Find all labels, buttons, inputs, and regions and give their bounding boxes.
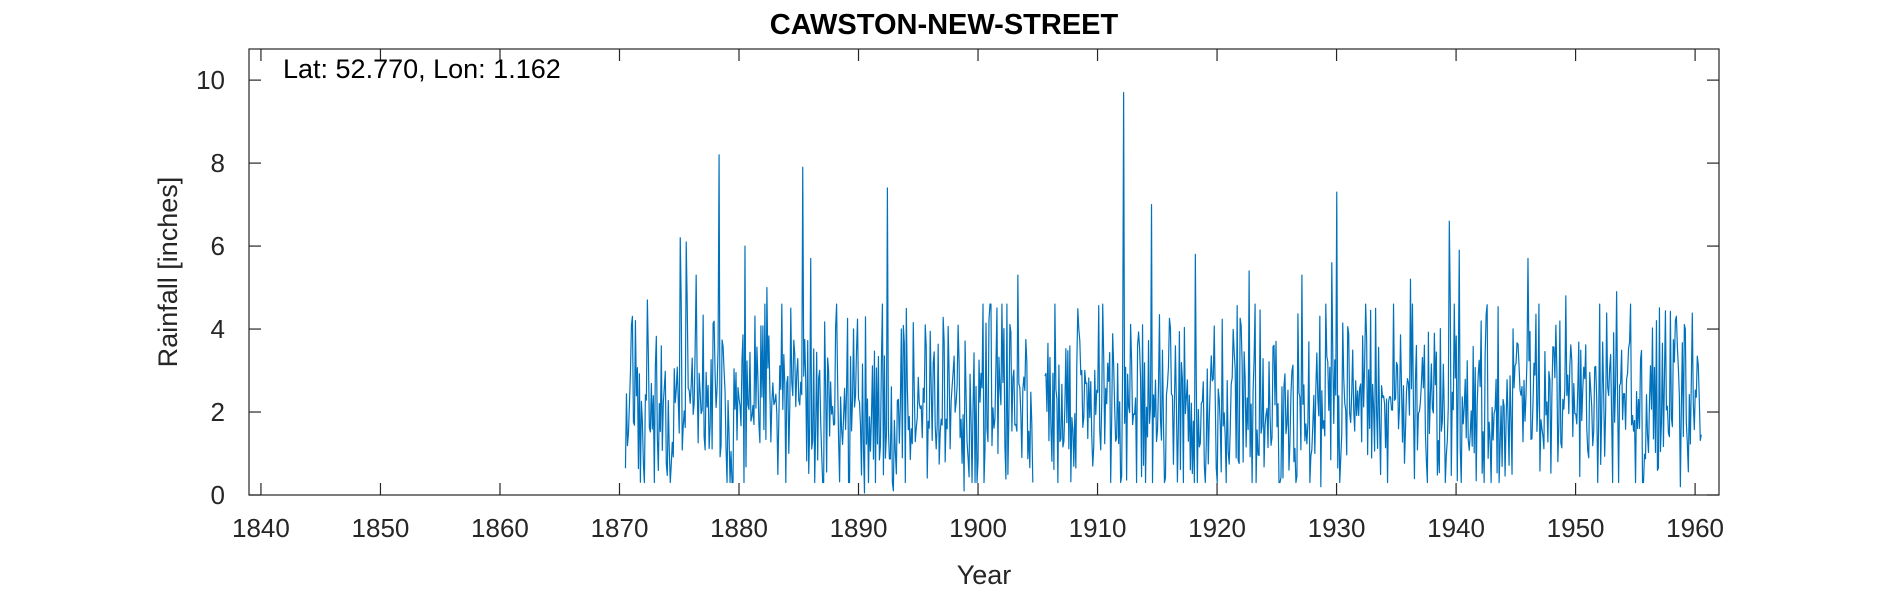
x-tick-label: 1920: [1188, 513, 1246, 543]
rainfall-series-line-2: [1044, 91, 1702, 488]
y-tick-label: 2: [211, 397, 225, 427]
x-tick-label: 1850: [352, 513, 410, 543]
x-tick-label: 1960: [1666, 513, 1724, 543]
axis-ticks: 1840 1850 1860 1870 1880 1890 1900 1910 1920 1930…: [196, 49, 1724, 543]
y-tick-label: 4: [211, 314, 225, 344]
y-tick-label: 6: [211, 231, 225, 261]
x-tick-label: 1910: [1069, 513, 1127, 543]
plot-area: [624, 91, 1702, 494]
axes-frame: [248, 48, 1720, 496]
y-axis-label: Rainfall [inches]: [153, 177, 183, 368]
y-tick-label: 0: [211, 480, 225, 510]
y-tick-label: 8: [211, 148, 225, 178]
x-tick-label: 1950: [1547, 513, 1605, 543]
chart-title: CAWSTON-NEW-STREET: [770, 9, 1119, 41]
x-tick-label: 1900: [949, 513, 1007, 543]
rainfall-series-line-1: [624, 154, 1034, 494]
x-tick-label: 1930: [1308, 513, 1366, 543]
x-tick-label: 1880: [710, 513, 768, 543]
location-annotation: Lat: 52.770, Lon: 1.162: [283, 54, 561, 84]
x-tick-label: 1860: [471, 513, 529, 543]
x-tick-label: 1870: [591, 513, 649, 543]
x-tick-label: 1890: [830, 513, 888, 543]
x-tick-label: 1840: [232, 513, 290, 543]
x-tick-label: 1940: [1427, 513, 1485, 543]
y-tick-label: 10: [196, 65, 225, 95]
x-axis-label: Year: [957, 560, 1012, 590]
